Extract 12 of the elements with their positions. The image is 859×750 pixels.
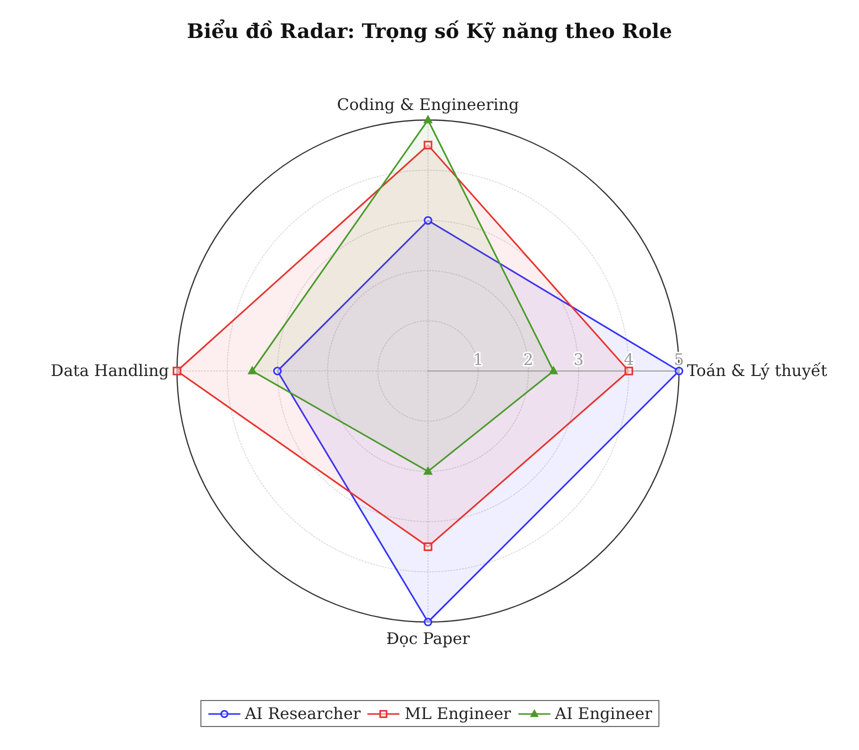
chart-title: Biểu đồ Radar: Trọng số Kỹ năng theo Role	[186, 19, 674, 43]
legend-label: AI Researcher	[244, 704, 361, 723]
y-tick-label: 2	[523, 350, 534, 369]
spoke-label: Đọc Paper	[386, 629, 470, 648]
legend-label: ML Engineer	[404, 704, 511, 723]
spoke-label: Coding & Engineering	[336, 95, 520, 114]
y-tick-label: 1	[473, 350, 484, 369]
legend-label: AI Engineer	[554, 704, 652, 723]
y-tick-label: 4	[624, 350, 634, 369]
spoke-label: Data Handling	[50, 361, 169, 380]
y-tick-label: 3	[574, 350, 584, 369]
spoke-label: Toán & Lý thuyết	[687, 361, 828, 380]
